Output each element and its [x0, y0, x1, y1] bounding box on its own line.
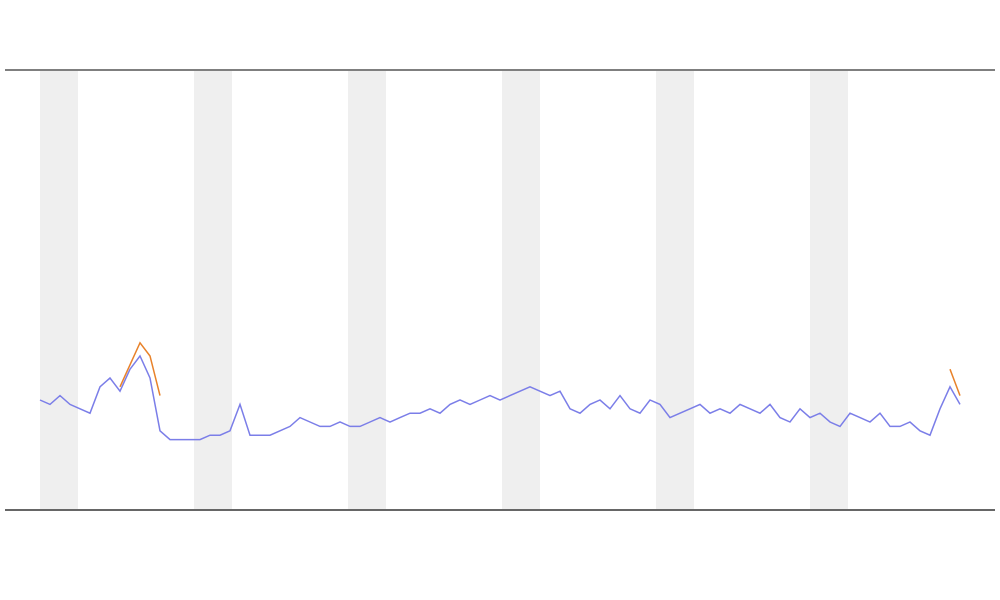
series-line	[39, 354, 961, 441]
background-bands	[40, 71, 848, 509]
band	[810, 71, 848, 509]
band	[656, 71, 694, 509]
band	[348, 71, 386, 509]
series-line	[119, 341, 961, 396]
band	[194, 71, 232, 509]
band	[502, 71, 540, 509]
band	[40, 71, 78, 509]
